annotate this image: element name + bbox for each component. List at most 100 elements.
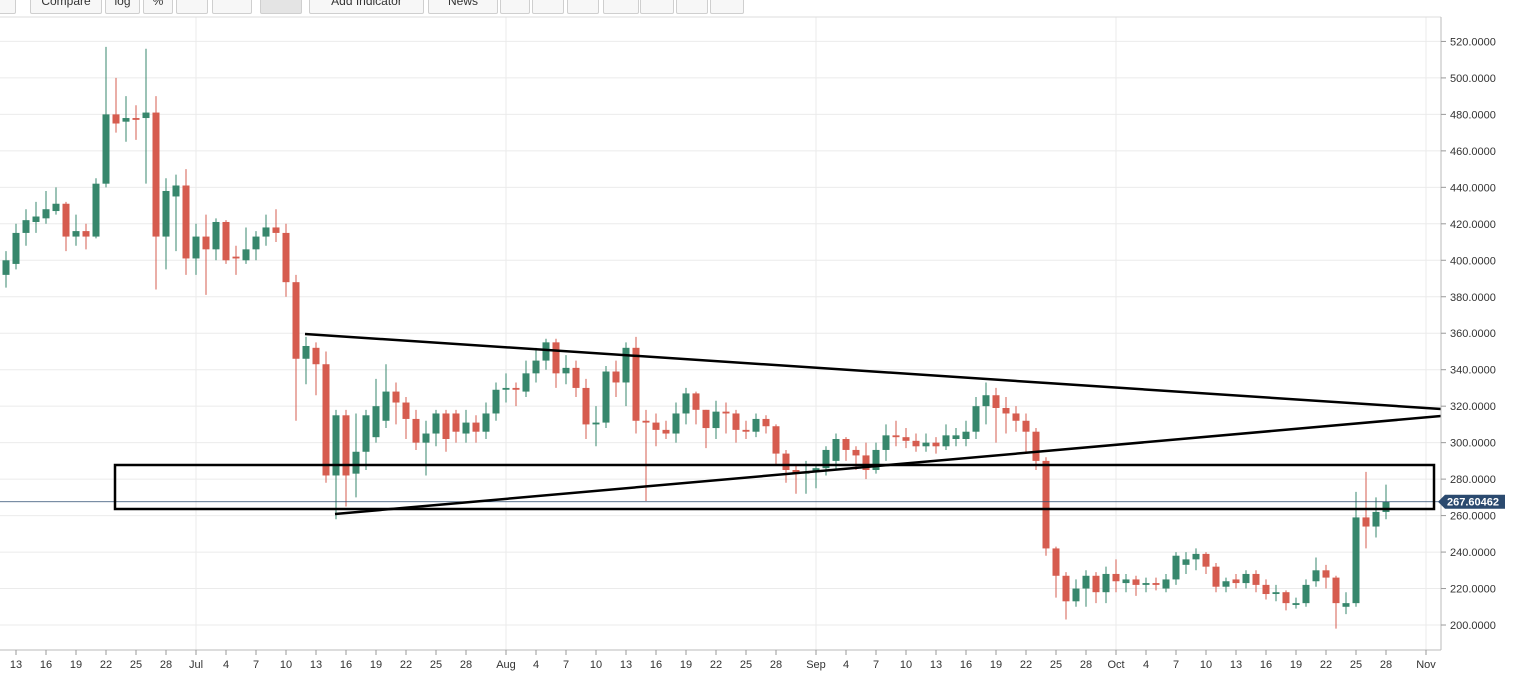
x-tick-label: 25 xyxy=(130,659,142,671)
candle xyxy=(992,387,1000,443)
x-tick-label: 25 xyxy=(1350,659,1362,671)
candle xyxy=(1302,579,1310,607)
log-button[interactable]: log xyxy=(105,0,140,14)
percent-button[interactable]: % xyxy=(143,0,173,14)
chart-type-button[interactable] xyxy=(260,0,302,14)
candle-body xyxy=(82,231,90,237)
candle-body xyxy=(412,418,420,443)
y-tick-label: 460.0000 xyxy=(1450,146,1496,158)
candle xyxy=(812,464,820,489)
y-tick-label: 240.0000 xyxy=(1450,547,1496,559)
y-tick-label: 520.0000 xyxy=(1450,36,1496,48)
x-tick-label: 22 xyxy=(1020,659,1032,671)
candle xyxy=(462,409,470,443)
candle-body xyxy=(672,413,680,434)
candle xyxy=(82,223,90,250)
add-indicator-button[interactable]: Add Indicator xyxy=(309,0,424,14)
candle-body xyxy=(1132,579,1140,585)
candle-body xyxy=(442,413,450,439)
news-button[interactable]: News xyxy=(428,0,498,14)
tool-button[interactable] xyxy=(500,0,530,14)
candle-body xyxy=(1172,555,1180,580)
candle xyxy=(1122,573,1130,593)
candle xyxy=(22,209,30,246)
x-tick-label: 4 xyxy=(223,659,229,671)
candle-body xyxy=(1382,501,1390,512)
candle-body xyxy=(852,449,860,456)
candle-body xyxy=(702,409,710,429)
candle-body xyxy=(1072,588,1080,602)
candle xyxy=(1342,592,1350,615)
x-tick-label: 28 xyxy=(1080,659,1092,671)
candle xyxy=(662,420,670,439)
candle-body xyxy=(432,413,440,434)
candle-body xyxy=(102,114,110,184)
candle-body xyxy=(1242,573,1250,584)
tool-button[interactable] xyxy=(212,0,252,14)
zoom-in-button[interactable] xyxy=(532,0,564,14)
candle-body xyxy=(692,393,700,410)
y-tick-label: 300.0000 xyxy=(1450,438,1496,450)
print-button[interactable] xyxy=(603,0,639,14)
y-tick-label: 280.0000 xyxy=(1450,474,1496,486)
candle-body xyxy=(142,112,150,119)
candle xyxy=(472,415,480,443)
candle-body xyxy=(402,402,410,419)
compare-button[interactable]: Compare xyxy=(30,0,102,14)
candle xyxy=(632,336,640,434)
candle-body xyxy=(22,220,30,233)
candle xyxy=(862,442,870,480)
zoom-out-button[interactable] xyxy=(567,0,599,14)
candle xyxy=(1112,559,1120,593)
candle-body xyxy=(112,114,120,124)
candle xyxy=(1272,584,1280,602)
candle xyxy=(512,382,520,407)
candle xyxy=(582,378,590,439)
candle-body xyxy=(1282,592,1290,604)
candle xyxy=(1312,557,1320,587)
candle-body xyxy=(902,437,910,441)
candle-body xyxy=(562,367,570,374)
candle-body xyxy=(872,449,880,471)
x-tick-label: 22 xyxy=(710,659,722,671)
candle-body xyxy=(752,418,760,432)
candle-body xyxy=(622,347,630,383)
candle xyxy=(272,209,280,243)
candle-body xyxy=(1102,573,1110,593)
candle-body xyxy=(1012,413,1020,421)
candle-body xyxy=(632,347,640,421)
candle xyxy=(1282,590,1290,611)
candle-body xyxy=(882,435,890,450)
menu-button[interactable] xyxy=(0,0,16,14)
candle-body xyxy=(1202,553,1210,567)
x-tick-label: 25 xyxy=(430,659,442,671)
sound-button[interactable] xyxy=(710,0,744,14)
candle xyxy=(62,201,70,252)
x-tick-label: 4 xyxy=(533,659,539,671)
candle xyxy=(682,387,690,425)
candle xyxy=(362,409,370,471)
candle xyxy=(112,77,120,133)
candle xyxy=(12,223,20,270)
candle xyxy=(1232,573,1240,589)
candle-body xyxy=(822,449,830,469)
x-tick-label: 10 xyxy=(1200,659,1212,671)
candle-body xyxy=(492,389,500,414)
fullscreen-button[interactable] xyxy=(676,0,708,14)
candle-body xyxy=(1052,548,1060,576)
candle xyxy=(222,220,230,264)
candle xyxy=(372,378,380,443)
download-button[interactable] xyxy=(640,0,674,14)
candle-body xyxy=(922,442,930,447)
x-tick-label: 10 xyxy=(590,659,602,671)
candle xyxy=(142,48,150,184)
x-tick-label: 4 xyxy=(1143,659,1149,671)
candle xyxy=(522,360,530,398)
candle xyxy=(972,397,980,439)
candle xyxy=(842,437,850,461)
candle-body xyxy=(1082,575,1090,589)
candle xyxy=(42,190,50,224)
candle xyxy=(502,373,510,403)
x-tick-label: 16 xyxy=(650,659,662,671)
tool-button[interactable] xyxy=(176,0,208,14)
